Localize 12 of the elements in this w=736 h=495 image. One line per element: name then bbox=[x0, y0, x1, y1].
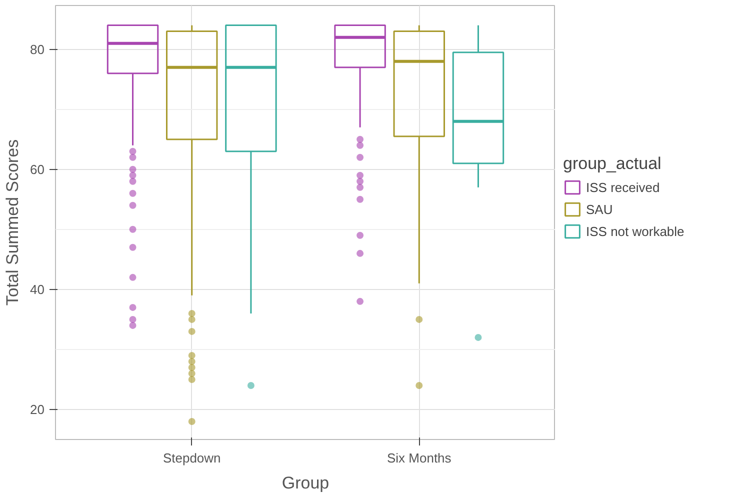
legend-label: SAU bbox=[586, 202, 613, 216]
y-tick-label: 60 bbox=[30, 162, 45, 177]
x-tick-label: Stepdown bbox=[162, 450, 221, 466]
y-tick-label: 80 bbox=[30, 42, 45, 57]
x-tick-label: Six Months bbox=[386, 450, 452, 466]
legend-label: ISS received bbox=[586, 180, 660, 194]
y-tick-label: 40 bbox=[30, 282, 45, 297]
legend-title: group_actual bbox=[563, 154, 662, 174]
y-tick-label: 20 bbox=[30, 402, 45, 417]
legend-label: ISS not workable bbox=[586, 224, 684, 238]
x-axis-title: Group bbox=[282, 474, 330, 492]
y-axis-title: Total Summed Scores bbox=[3, 139, 22, 306]
